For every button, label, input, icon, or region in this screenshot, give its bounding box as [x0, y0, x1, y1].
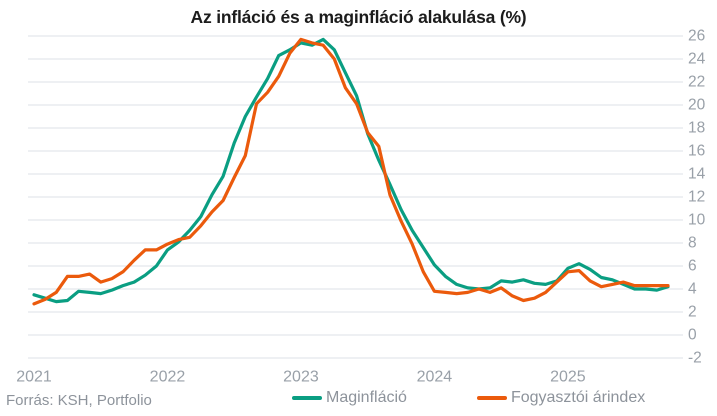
chart-title: Az infláció és a maginfláció alakulása (…: [190, 7, 527, 27]
x-tick-label-2024: 2024: [417, 369, 453, 386]
maginflacio-line-swatch: [292, 396, 322, 400]
y-tick-label-12: 12: [688, 189, 705, 206]
legend-label-fogyasztoi-arindex: Fogyasztói árindex: [510, 389, 646, 406]
y-tick-label-20: 20: [688, 97, 706, 114]
y-tick-label--2: -2: [688, 350, 702, 367]
fogyasztoi-arindex-line-swatch: [476, 396, 507, 400]
source-caption: Forrás: KSH, Portfolio: [6, 392, 152, 409]
y-tick-label-0: 0: [688, 327, 697, 344]
y-tick-label-24: 24: [688, 51, 706, 68]
legend-label-maginflacio: Maginfláció: [326, 389, 407, 406]
y-tick-label-8: 8: [688, 235, 697, 252]
x-tick-label-2023: 2023: [283, 369, 319, 386]
y-tick-label-18: 18: [688, 120, 705, 137]
x-tick-label-2025: 2025: [550, 369, 586, 386]
chart-footer: Forrás: KSH, Portfolio Maginfláció Fogya…: [0, 389, 717, 413]
legend-item-maginflacio[interactable]: Maginfláció: [292, 389, 407, 407]
legend-item-fogyasztoi-arindex[interactable]: Fogyasztói árindex: [476, 389, 646, 407]
x-tick-label-2022: 2022: [150, 369, 186, 386]
x-tick-label-2021: 2021: [16, 369, 52, 386]
series-line-fogyasztoi-arindex: [32, 37, 670, 306]
y-tick-label-10: 10: [688, 212, 706, 229]
y-tick-label-22: 22: [688, 74, 705, 91]
y-tick-label-4: 4: [688, 281, 697, 298]
y-tick-label-6: 6: [688, 258, 697, 275]
series-line-maginflacio: [32, 37, 670, 304]
y-tick-label-14: 14: [688, 166, 706, 183]
legend: Maginfláció Fogyasztói árindex: [292, 389, 645, 407]
y-tick-label-2: 2: [688, 304, 697, 321]
y-tick-label-16: 16: [688, 143, 705, 160]
y-tick-label-26: 26: [688, 28, 705, 45]
